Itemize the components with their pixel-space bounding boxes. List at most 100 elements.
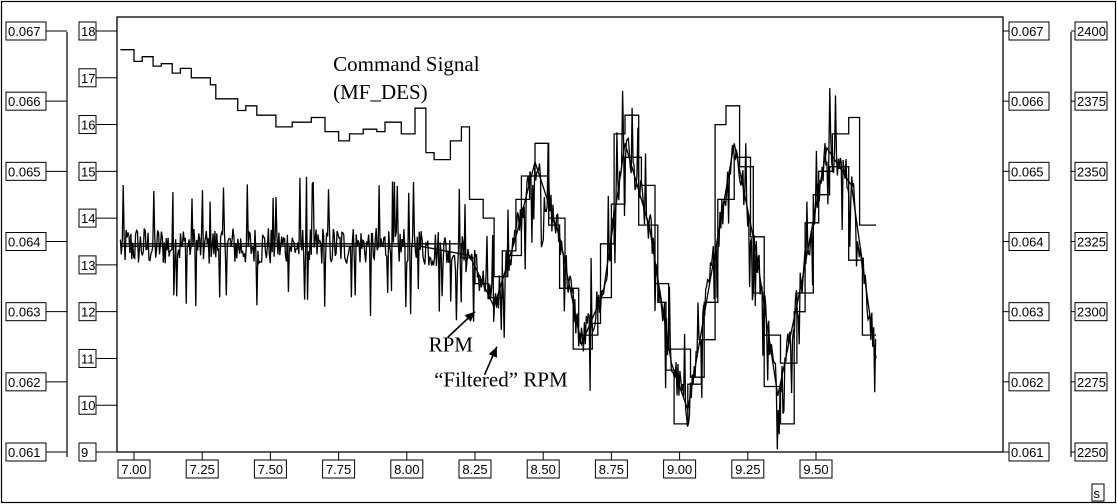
left-outer-tick-5: 0.063	[5, 302, 67, 322]
x-tick-8: 8.75	[594, 452, 628, 479]
y-tick-label: 12	[81, 305, 95, 320]
y-tick-label: 0.067	[1011, 24, 1044, 39]
left-outer-tick-2: 0.066	[5, 91, 67, 111]
left-inner-tick-10: 9	[78, 442, 117, 462]
x-tick-label: 9.25	[735, 462, 760, 477]
right-outer-tick-5: 2300	[1071, 302, 1108, 322]
y-tick-label: 17	[81, 71, 95, 86]
y-tick-label: 0.062	[8, 375, 41, 390]
x-tick-6: 8.25	[458, 452, 492, 479]
annotations: Command Signal (MF_DES) RPM “Filtered” RPM	[333, 52, 568, 392]
left-outer-tick-1: 0.067	[5, 21, 67, 41]
y-tick-label: 2250	[1077, 445, 1106, 460]
traces	[119, 49, 877, 450]
right-outer-tick-1: 2400	[1071, 21, 1108, 41]
x-tick-2: 7.25	[185, 452, 219, 479]
y-tick-label: 0.062	[1011, 375, 1044, 390]
x-tick-9: 9.00	[663, 452, 697, 479]
left-inner-tick-3: 16	[78, 115, 117, 135]
y-tick-label: 14	[81, 211, 95, 226]
left-outer-tick-4: 0.064	[5, 232, 67, 251]
y-tick-label: 0.064	[1011, 235, 1044, 250]
right-inner-tick-3: 0.065	[1003, 161, 1050, 181]
y-tick-label: 0.061	[1011, 445, 1044, 460]
arrow-2-head	[488, 346, 497, 358]
x-tick-1: 7.00	[117, 452, 151, 479]
y-axis-ticks: 0.067 0.066 0.065 0.064 0.063 0.062 0.061 18 17 1…	[5, 21, 1108, 462]
left-outer-tick-3: 0.065	[5, 161, 67, 181]
y-tick-label: 0.063	[1011, 305, 1044, 320]
right-inner-tick-5: 0.063	[1003, 302, 1050, 322]
left-inner-tick-8: 11	[78, 348, 117, 368]
x-tick-label: 8.75	[599, 462, 624, 477]
left-inner-tick-2: 17	[78, 68, 117, 88]
x-tick-label: 9.50	[803, 462, 828, 477]
right-inner-tick-2: 0.066	[1003, 91, 1050, 111]
rpm-noise-line	[119, 87, 877, 450]
left-inner-tick-4: 15	[78, 161, 117, 181]
x-tick-label: 8.00	[394, 462, 419, 477]
annotation-2: (MF_DES)	[333, 80, 428, 104]
y-tick-label: 2400	[1077, 24, 1106, 39]
y-tick-label: 0.064	[8, 235, 41, 250]
arrow-1-head	[464, 311, 475, 322]
x-tick-4: 7.75	[322, 452, 356, 479]
x-tick-label: 9.00	[667, 462, 692, 477]
x-tick-10: 9.25	[731, 452, 765, 479]
left-inner-tick-5: 14	[78, 208, 117, 228]
y-tick-label: 2325	[1077, 235, 1106, 250]
y-tick-label: 0.061	[8, 445, 41, 460]
x-tick-label: 7.25	[190, 462, 215, 477]
x-tick-label: 7.75	[326, 462, 351, 477]
left-outer-tick-7: 0.061	[5, 442, 67, 462]
x-tick-label: 8.50	[531, 462, 556, 477]
y-tick-label: 2300	[1077, 305, 1106, 320]
y-tick-label: 0.067	[8, 24, 41, 39]
y-tick-label: 0.065	[8, 164, 41, 179]
y-tick-label: 0.065	[1011, 164, 1044, 179]
right-inner-tick-4: 0.064	[1003, 232, 1050, 251]
left-outer-tick-6: 0.062	[5, 372, 67, 392]
annotation-1: Command Signal	[333, 52, 480, 76]
x-tick-5: 8.00	[390, 452, 424, 479]
x-axis-ticks: 7.00 7.25 7.50 7.75 8.00 8.25 8.50 8.75 9.00 9.25…	[117, 452, 833, 479]
y-tick-label: 0.063	[8, 305, 41, 320]
left-inner-tick-7: 12	[78, 302, 117, 322]
x-tick-7: 8.50	[526, 452, 560, 479]
right-outer-tick-3: 2350	[1071, 161, 1108, 181]
series-1-line	[120, 49, 876, 425]
x-tick-11: 9.50	[799, 452, 833, 479]
y-tick-label: 18	[81, 24, 95, 39]
x-tick-label: 7.50	[258, 462, 283, 477]
right-inner-tick-6: 0.062	[1003, 372, 1050, 392]
left-inner-tick-1: 18	[78, 21, 117, 41]
y-tick-label: 15	[81, 164, 95, 179]
right-inner-tick-1: 0.067	[1003, 21, 1050, 41]
right-outer-tick-2: 2375	[1071, 91, 1108, 111]
x-tick-label: 8.25	[462, 462, 487, 477]
y-tick-label: 11	[81, 351, 95, 366]
x-unit-text: s	[1094, 486, 1101, 501]
right-inner-tick-7: 0.061	[1003, 442, 1050, 462]
annotation-3: RPM	[429, 332, 474, 356]
right-outer-tick-6: 2275	[1071, 372, 1108, 392]
y-tick-label: 0.066	[8, 94, 41, 109]
x-unit-label: s	[1091, 483, 1105, 502]
y-tick-label: 2350	[1077, 164, 1106, 179]
left-inner-tick-9: 10	[78, 395, 117, 415]
y-tick-label: 13	[81, 258, 95, 273]
x-tick-label: 7.00	[121, 462, 146, 477]
annotation-4: “Filtered” RPM	[434, 368, 568, 392]
y-tick-label: 9	[81, 445, 88, 460]
right-outer-tick-4: 2325	[1071, 232, 1108, 251]
y-tick-label: 10	[81, 398, 95, 413]
left-inner-tick-6: 13	[78, 255, 117, 275]
y-tick-label: 2375	[1077, 94, 1106, 109]
y-tick-label: 2275	[1077, 375, 1106, 390]
y-tick-label: 16	[81, 118, 95, 133]
x-tick-3: 7.50	[253, 452, 287, 479]
right-outer-tick-7: 2250	[1071, 442, 1108, 462]
y-tick-label: 0.066	[1011, 94, 1044, 109]
annotation-arrows	[447, 311, 498, 376]
